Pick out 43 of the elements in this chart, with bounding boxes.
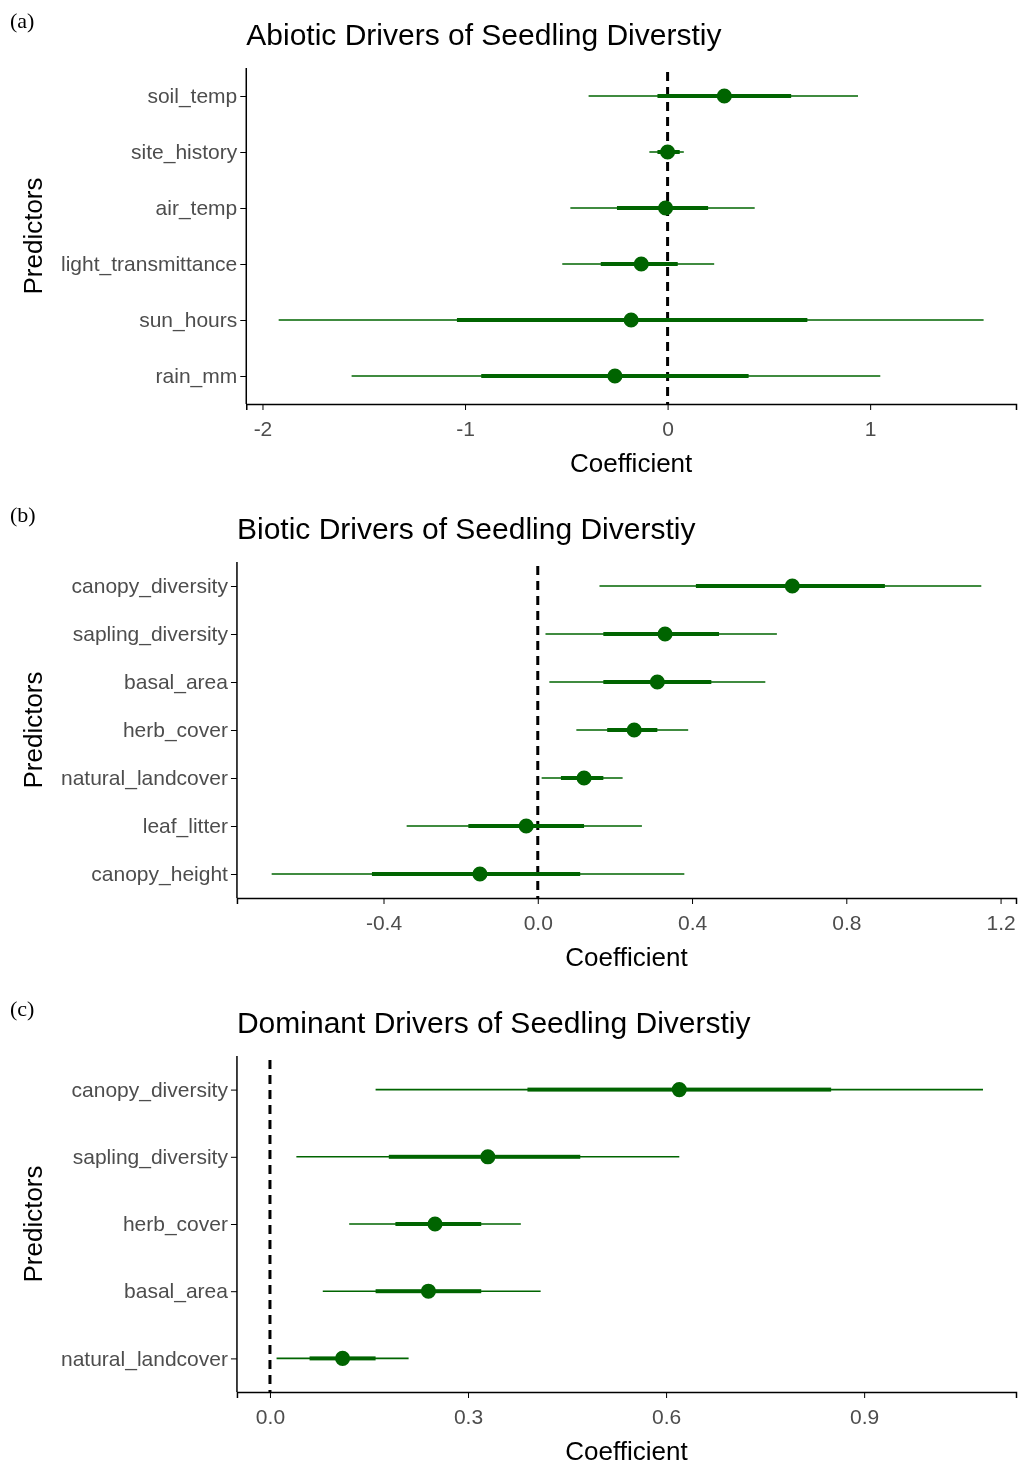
y-axis-title: Predictors bbox=[18, 671, 48, 789]
y-tick-label: basal_area bbox=[124, 670, 229, 695]
y-tick-label: canopy_height bbox=[91, 862, 229, 887]
text: (a) bbox=[10, 8, 35, 33]
y-tick-label: basal_area bbox=[124, 1279, 229, 1304]
x-axis-title: Coefficient bbox=[565, 1436, 689, 1466]
x-axis-title: Coefficient bbox=[565, 942, 689, 972]
x-tick-label: -2 bbox=[253, 417, 273, 441]
x-tick-label: -1 bbox=[456, 417, 475, 441]
chart-title: Dominant Drivers of Seedling Diverstiy bbox=[236, 1006, 751, 1039]
y-tick-label: canopy_diversity bbox=[71, 574, 229, 599]
y-axis-title: Predictors bbox=[18, 1165, 48, 1283]
y-tick-label: soil_temp bbox=[147, 84, 238, 109]
y-tick-label: canopy_diversity bbox=[71, 1077, 229, 1102]
x-tick-label: 0.4 bbox=[677, 911, 708, 935]
x-tick-label: 1 bbox=[864, 417, 877, 441]
chart-title: Biotic Drivers of Seedling Diverstiy bbox=[236, 512, 696, 545]
y-tick-label: sapling_diversity bbox=[72, 622, 229, 647]
text: (b) bbox=[10, 502, 36, 527]
y-tick-label: leaf_litter bbox=[142, 814, 228, 839]
x-tick-label: 0.0 bbox=[255, 1405, 286, 1429]
x-tick-label: 0.6 bbox=[651, 1405, 682, 1429]
x-tick-label: 1.2 bbox=[986, 911, 1016, 935]
x-tick-label: 0 bbox=[662, 417, 674, 441]
text: (c) bbox=[10, 996, 35, 1021]
x-tick-label: 0.3 bbox=[453, 1405, 484, 1429]
x-tick-label: 0.8 bbox=[832, 911, 862, 935]
y-tick-label: site_history bbox=[131, 140, 238, 165]
y-tick-label: air_temp bbox=[155, 196, 238, 221]
y-tick-label: natural_landcover bbox=[61, 1346, 228, 1371]
y-tick-label: herb_cover bbox=[122, 1212, 228, 1237]
y-tick-label: rain_mm bbox=[155, 364, 238, 389]
y-tick-label: natural_landcover bbox=[61, 766, 228, 791]
x-tick-label: -0.4 bbox=[365, 911, 403, 935]
x-axis-title: Coefficient bbox=[569, 448, 694, 478]
chart-title: Abiotic Drivers of Seedling Diverstiy bbox=[246, 18, 722, 51]
y-tick-label: herb_cover bbox=[122, 718, 228, 743]
x-tick-label: 0.9 bbox=[850, 1405, 880, 1429]
x-tick-label: 0.0 bbox=[523, 911, 553, 935]
y-tick-label: sun_hours bbox=[139, 308, 238, 333]
y-axis-title: Predictors bbox=[18, 177, 48, 295]
y-tick-label: sapling_diversity bbox=[72, 1145, 229, 1170]
y-tick-label: light_transmittance bbox=[61, 252, 238, 277]
